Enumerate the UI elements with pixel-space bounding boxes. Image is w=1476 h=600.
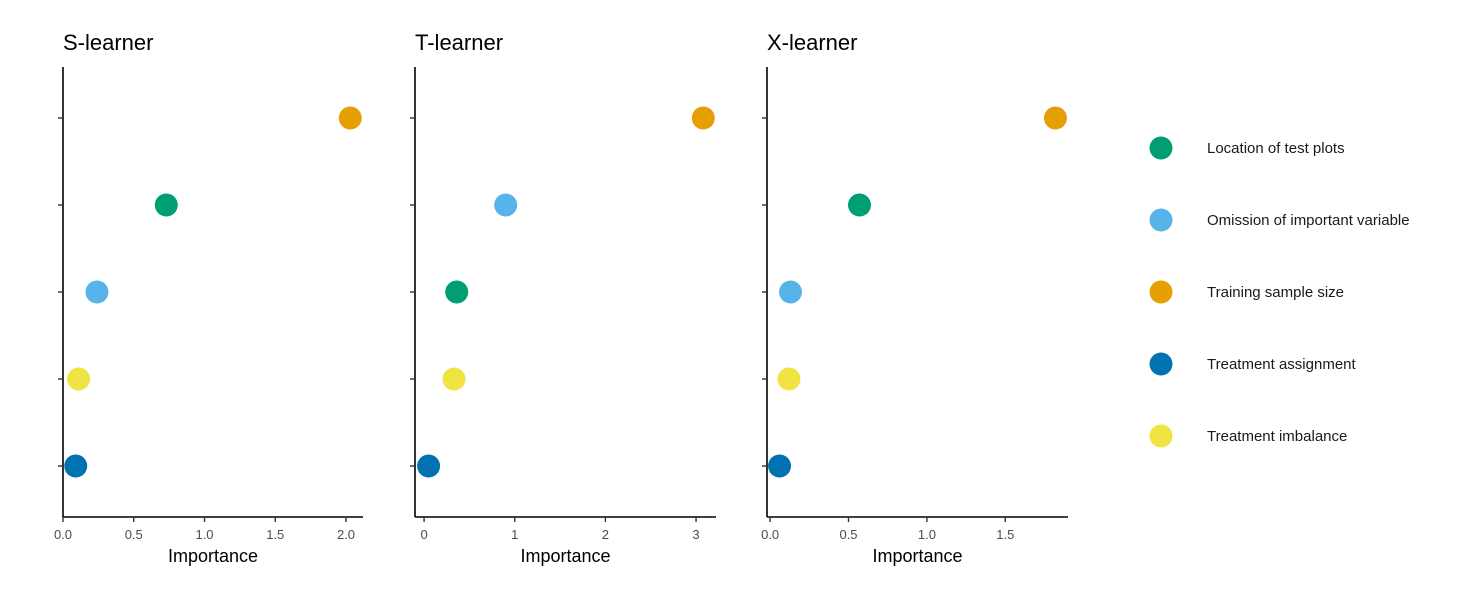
point-treatment-assignment [64, 454, 88, 478]
legend-key [1149, 136, 1173, 160]
legend-label: Omission of important variable [1207, 212, 1410, 229]
x-tick-label: 0.5 [839, 527, 857, 542]
legend: Location of test plots Omission of import… [1149, 136, 1410, 448]
panel-title: X-learner [767, 30, 857, 55]
x-tick-label: 1.0 [918, 527, 936, 542]
legend-key [1149, 208, 1173, 232]
legend-label: Treatment assignment [1207, 356, 1357, 373]
point-treatment-assignment [417, 454, 441, 478]
legend-label: Training sample size [1207, 284, 1344, 301]
point-training-sample-size [691, 106, 715, 130]
x-tick-label: 1 [511, 527, 518, 542]
legend-label: Treatment imbalance [1207, 428, 1347, 445]
point-omission-of-important-variable [779, 280, 803, 304]
panel-x-learner: X-learner 0.0 0.5 1.0 1.5 Importance [761, 30, 1068, 566]
legend-label: Location of test plots [1207, 140, 1345, 157]
x-tick-label: 0.0 [54, 527, 72, 542]
panel-s-learner: S-learner 0.0 0.5 1.0 1.5 2.0 Importance [54, 30, 363, 566]
panel-t-learner: T-learner 0 1 2 3 Importance [410, 30, 716, 566]
point-treatment-imbalance [442, 367, 466, 391]
x-axis-title: Importance [872, 546, 962, 566]
point-location-of-test-plots [445, 280, 469, 304]
legend-key [1149, 424, 1173, 448]
x-tick-label: 1.0 [195, 527, 213, 542]
x-tick-label: 1.5 [996, 527, 1014, 542]
point-treatment-imbalance [777, 367, 801, 391]
x-tick-label: 0.0 [761, 527, 779, 542]
point-location-of-test-plots [847, 193, 871, 217]
x-tick-label: 2 [602, 527, 609, 542]
x-axis-title: Importance [168, 546, 258, 566]
panel-title: S-learner [63, 30, 153, 55]
legend-key [1149, 352, 1173, 376]
x-tick-label: 2.0 [337, 527, 355, 542]
x-tick-label: 0.5 [125, 527, 143, 542]
x-axis-title: Importance [520, 546, 610, 566]
panel-title: T-learner [415, 30, 503, 55]
point-omission-of-important-variable [494, 193, 518, 217]
x-tick-label: 1.5 [266, 527, 284, 542]
legend-key [1149, 280, 1173, 304]
point-treatment-assignment [768, 454, 792, 478]
point-training-sample-size [1043, 106, 1067, 130]
x-tick-label: 0 [420, 527, 427, 542]
point-treatment-imbalance [67, 367, 91, 391]
x-tick-label: 3 [692, 527, 699, 542]
point-training-sample-size [338, 106, 362, 130]
point-omission-of-important-variable [85, 280, 109, 304]
point-location-of-test-plots [154, 193, 178, 217]
